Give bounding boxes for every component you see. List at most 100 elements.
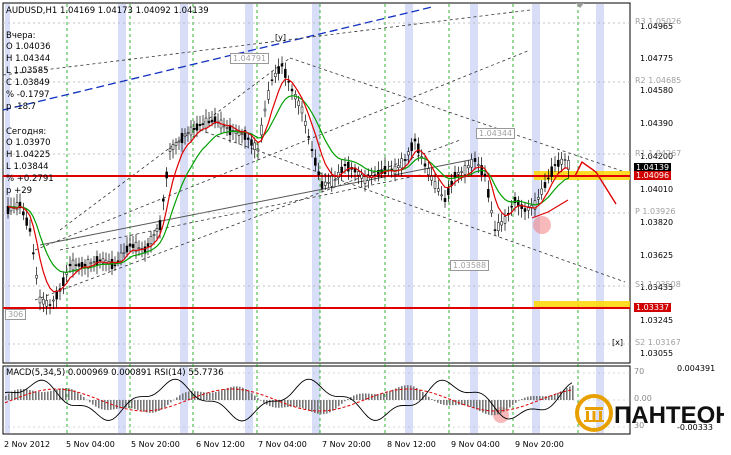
candle-body xyxy=(171,144,175,150)
candle-body xyxy=(122,251,126,255)
macd-bar xyxy=(296,400,298,407)
price-tick: 1.03245 xyxy=(640,316,674,325)
macd-bar xyxy=(503,400,505,412)
macd-bar xyxy=(176,397,178,400)
macd-bar xyxy=(68,388,70,400)
macd-bar xyxy=(65,387,67,400)
macd-bar xyxy=(422,391,424,400)
candle-body xyxy=(25,217,28,226)
macd-scale-70: 70 xyxy=(634,367,645,376)
macd-bar xyxy=(500,400,502,414)
macd-bar xyxy=(467,400,469,406)
macd-bar xyxy=(215,391,217,400)
today-points: p +29 xyxy=(6,186,33,196)
candle-body xyxy=(128,243,132,247)
candle-body xyxy=(32,252,35,255)
candle-body xyxy=(119,252,123,262)
session-band xyxy=(405,4,413,362)
candle-body xyxy=(225,127,229,129)
time-tick: 6 Nov 12:00 xyxy=(196,440,245,449)
macd-bar xyxy=(242,387,244,400)
macd-bar xyxy=(473,400,475,409)
macd-bar xyxy=(542,396,544,400)
macd-bar xyxy=(428,396,430,400)
macd-bar xyxy=(509,400,511,408)
candle-body xyxy=(134,241,138,253)
forecast-arrow xyxy=(574,160,617,205)
macd-bar xyxy=(341,400,343,404)
macd-bar xyxy=(293,400,295,407)
price-tick: 1.04390 xyxy=(640,119,674,128)
macd-bar xyxy=(38,391,40,400)
candle-body xyxy=(162,198,165,202)
candle-body xyxy=(503,216,507,224)
slow-moving-average xyxy=(7,95,569,274)
candle-body xyxy=(15,202,19,211)
time-tick: 2 Nov 2012 xyxy=(4,440,51,449)
candle-body xyxy=(92,261,96,263)
candle-body xyxy=(537,197,540,200)
macd-bar xyxy=(143,400,145,412)
candle-body xyxy=(253,142,256,150)
candle-body xyxy=(327,182,330,184)
macd-bar xyxy=(179,395,181,400)
macd-bar xyxy=(488,400,490,415)
candle-body xyxy=(48,304,52,306)
macd-signal-line xyxy=(4,388,573,412)
macd-bar xyxy=(257,398,259,400)
candle-body xyxy=(210,119,214,123)
session-band xyxy=(596,4,604,362)
candle-body xyxy=(256,148,260,152)
macd-bar xyxy=(392,389,394,400)
macd-bar xyxy=(554,394,556,400)
macd-histogram xyxy=(5,385,574,416)
macd-bar xyxy=(527,396,529,400)
candle-body xyxy=(543,182,547,188)
macd-bar xyxy=(536,395,538,400)
macd-bar xyxy=(365,393,367,400)
macd-bar xyxy=(506,400,508,410)
macd-bar xyxy=(167,400,169,405)
candle-body xyxy=(18,201,22,209)
macd-bar xyxy=(56,389,58,400)
low-price-tag: 1.03588 xyxy=(450,260,490,271)
candle-body xyxy=(35,274,38,279)
candle-body xyxy=(510,205,513,208)
today-percent: % +0.2791 xyxy=(6,174,54,184)
candle-body xyxy=(113,264,117,267)
macd-bar xyxy=(491,400,493,416)
macd-bar xyxy=(362,393,364,400)
support-price-tag: 1.03337 xyxy=(634,303,672,312)
macd-bar xyxy=(83,397,85,400)
macd-bar xyxy=(50,390,52,400)
macd-bar xyxy=(395,388,397,400)
candle-body xyxy=(290,88,294,92)
macd-bar xyxy=(110,400,112,410)
candle-body xyxy=(403,159,407,161)
macd-bar xyxy=(188,391,190,400)
candle-body xyxy=(195,123,199,131)
macd-bar xyxy=(524,397,526,400)
macd-bar xyxy=(287,400,289,407)
candle-body xyxy=(453,171,457,179)
resistance-price-tag: 1.04096 xyxy=(634,171,672,180)
candle-body xyxy=(222,125,226,128)
macd-bar xyxy=(389,391,391,400)
macd-bar xyxy=(431,399,433,400)
macd-scale-bottom-value: -0.00333 xyxy=(677,423,713,432)
macd-bar xyxy=(386,392,388,400)
candle-body xyxy=(149,236,153,244)
macd-bar xyxy=(155,400,157,413)
macd-bar xyxy=(158,400,160,412)
candle-body xyxy=(98,259,102,262)
shift-marker-icon[interactable] xyxy=(576,3,584,8)
candle-body xyxy=(198,123,202,127)
candle-body xyxy=(284,68,287,78)
panteon-logo: ПАНТЕОН xyxy=(574,393,731,433)
candle-body xyxy=(125,245,129,253)
yesterday-low: L 1.03585 xyxy=(6,66,49,76)
price-tick: 1.03625 xyxy=(640,251,674,260)
macd-bar xyxy=(164,400,166,408)
candle-body xyxy=(22,211,25,216)
